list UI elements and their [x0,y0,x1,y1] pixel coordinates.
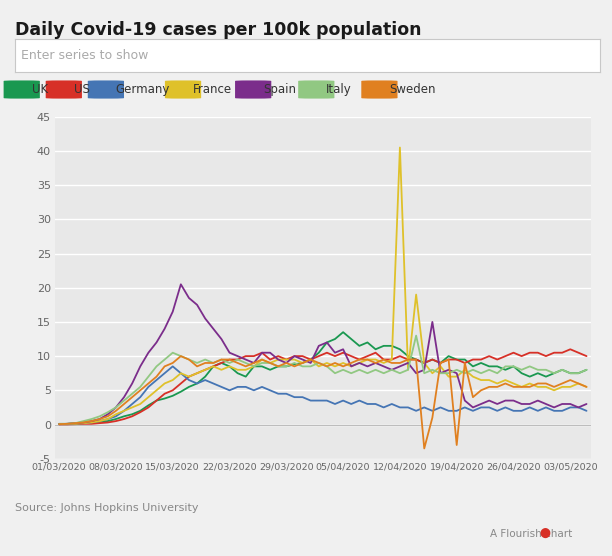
Text: A Flourish chart: A Flourish chart [490,529,572,539]
Text: Sweden: Sweden [389,83,436,96]
Text: Source: Johns Hopkins University: Source: Johns Hopkins University [15,503,199,513]
Text: US: US [74,83,89,96]
Text: Spain: Spain [263,83,296,96]
Text: Germany: Germany [116,83,170,96]
FancyBboxPatch shape [235,81,271,98]
Text: Enter series to show: Enter series to show [21,49,149,62]
Text: Italy: Italy [326,83,352,96]
FancyBboxPatch shape [361,81,398,98]
FancyBboxPatch shape [88,81,124,98]
Text: UK: UK [32,83,48,96]
Text: ⬤: ⬤ [540,528,551,538]
FancyBboxPatch shape [298,81,334,98]
FancyBboxPatch shape [165,81,201,98]
Text: Daily Covid-19 cases per 100k population: Daily Covid-19 cases per 100k population [15,21,422,39]
Text: France: France [193,83,232,96]
FancyBboxPatch shape [4,81,40,98]
FancyBboxPatch shape [46,81,82,98]
